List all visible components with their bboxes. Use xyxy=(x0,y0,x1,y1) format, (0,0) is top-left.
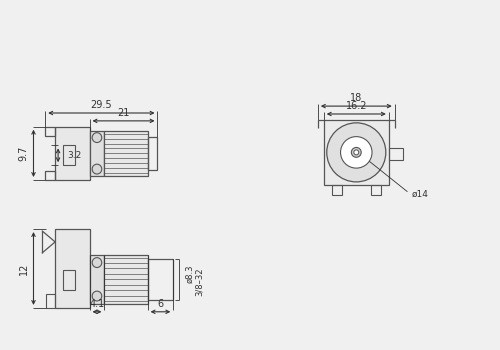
Bar xyxy=(104,255,148,304)
Ellipse shape xyxy=(92,164,102,174)
Circle shape xyxy=(327,123,386,182)
Bar xyxy=(46,127,55,136)
Bar xyxy=(332,185,342,195)
Bar xyxy=(90,255,104,304)
Text: 6: 6 xyxy=(158,299,164,309)
Bar xyxy=(389,148,402,160)
Bar xyxy=(90,131,104,176)
Circle shape xyxy=(352,147,361,157)
Bar xyxy=(148,136,158,170)
Bar xyxy=(46,294,55,308)
Text: 3/8–32: 3/8–32 xyxy=(195,267,204,295)
Text: 12: 12 xyxy=(18,262,28,275)
Text: 21: 21 xyxy=(118,108,130,118)
Bar xyxy=(55,127,90,180)
Ellipse shape xyxy=(92,291,102,301)
Circle shape xyxy=(354,150,358,155)
Text: 18: 18 xyxy=(350,93,362,103)
Bar xyxy=(63,146,75,165)
Text: ø14: ø14 xyxy=(412,190,428,199)
Bar xyxy=(63,271,75,290)
Text: 4.1: 4.1 xyxy=(90,299,104,309)
Bar xyxy=(324,120,389,185)
Bar xyxy=(371,185,381,195)
Bar xyxy=(148,259,173,300)
Text: 9.7: 9.7 xyxy=(18,146,28,161)
Bar xyxy=(55,229,90,308)
Text: 3.2: 3.2 xyxy=(67,151,81,160)
Bar xyxy=(46,171,55,180)
Circle shape xyxy=(340,136,372,168)
Text: 29.5: 29.5 xyxy=(90,100,112,110)
Ellipse shape xyxy=(92,133,102,142)
Text: ø8.3: ø8.3 xyxy=(185,264,194,283)
Ellipse shape xyxy=(92,258,102,267)
Bar xyxy=(104,131,148,176)
Text: 16.2: 16.2 xyxy=(346,101,367,111)
